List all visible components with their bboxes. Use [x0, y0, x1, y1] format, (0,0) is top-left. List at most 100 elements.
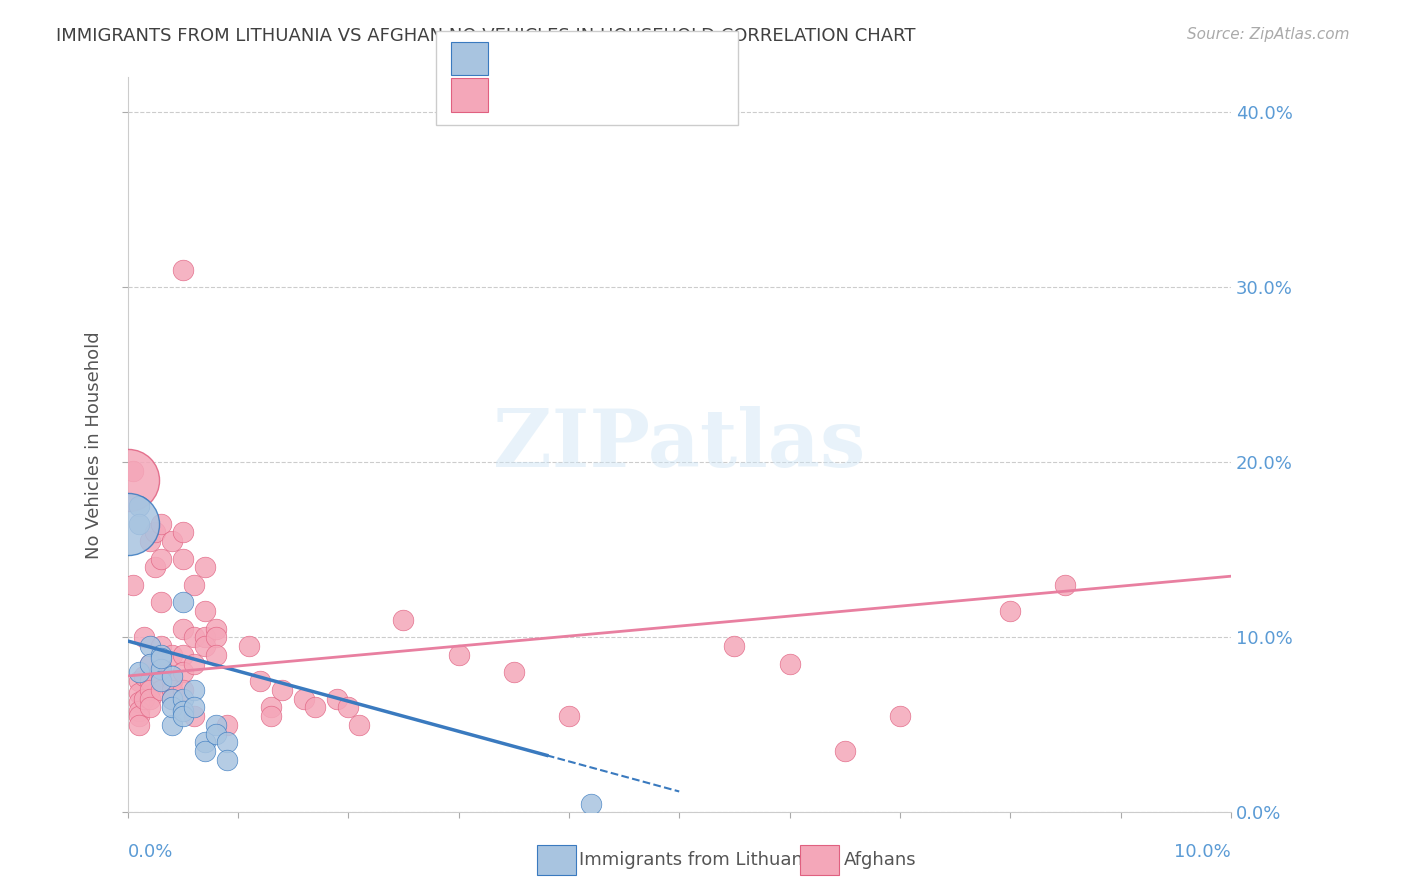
- Point: [183, 683, 205, 698]
- Point: [723, 639, 745, 653]
- Point: [215, 718, 238, 732]
- Point: [138, 639, 160, 653]
- Point: [143, 525, 166, 540]
- Point: [260, 709, 283, 723]
- Point: [172, 704, 194, 718]
- Point: [160, 691, 183, 706]
- Point: [128, 695, 150, 709]
- Point: [998, 604, 1021, 618]
- Text: R =  0.182    N = 70: R = 0.182 N = 70: [494, 87, 693, 104]
- Point: [160, 648, 183, 662]
- Point: [172, 622, 194, 636]
- Point: [205, 648, 228, 662]
- Point: [292, 691, 315, 706]
- Point: [149, 683, 172, 698]
- Point: [194, 744, 217, 758]
- Point: [579, 797, 602, 811]
- Text: Immigrants from Lithuania: Immigrants from Lithuania: [579, 851, 820, 869]
- Point: [160, 700, 183, 714]
- Point: [117, 473, 139, 487]
- Point: [128, 665, 150, 680]
- Point: [502, 665, 524, 680]
- Point: [149, 657, 172, 671]
- Point: [134, 631, 156, 645]
- Y-axis label: No Vehicles in Household: No Vehicles in Household: [86, 331, 103, 558]
- Point: [117, 516, 139, 531]
- Point: [160, 674, 183, 689]
- Point: [138, 534, 160, 549]
- Point: [138, 700, 160, 714]
- Point: [337, 700, 360, 714]
- Point: [834, 744, 856, 758]
- Point: [194, 639, 217, 653]
- Point: [134, 691, 156, 706]
- Text: 10.0%: 10.0%: [1174, 843, 1230, 861]
- Point: [149, 516, 172, 531]
- Point: [194, 631, 217, 645]
- Point: [889, 709, 911, 723]
- Point: [215, 753, 238, 767]
- Point: [172, 551, 194, 566]
- Point: [160, 534, 183, 549]
- Point: [326, 691, 349, 706]
- Point: [392, 613, 415, 627]
- Point: [194, 604, 217, 618]
- Point: [183, 657, 205, 671]
- Text: Source: ZipAtlas.com: Source: ZipAtlas.com: [1187, 27, 1350, 42]
- Point: [447, 648, 470, 662]
- Point: [205, 631, 228, 645]
- Point: [149, 639, 172, 653]
- Point: [149, 595, 172, 609]
- Point: [149, 669, 172, 683]
- Point: [128, 674, 150, 689]
- Text: ZIPatlas: ZIPatlas: [494, 406, 865, 484]
- Point: [172, 525, 194, 540]
- Point: [160, 669, 183, 683]
- Point: [183, 700, 205, 714]
- Point: [134, 669, 156, 683]
- Point: [128, 709, 150, 723]
- Point: [172, 665, 194, 680]
- Point: [558, 709, 581, 723]
- Point: [160, 683, 183, 698]
- Point: [128, 516, 150, 531]
- Point: [215, 735, 238, 749]
- Point: [271, 683, 294, 698]
- Point: [349, 718, 371, 732]
- Point: [238, 639, 260, 653]
- Point: [149, 551, 172, 566]
- Point: [183, 578, 205, 592]
- Point: [172, 595, 194, 609]
- Point: [128, 718, 150, 732]
- Point: [149, 674, 172, 689]
- Point: [260, 700, 283, 714]
- Point: [138, 683, 160, 698]
- Point: [172, 648, 194, 662]
- Text: 0.0%: 0.0%: [128, 843, 173, 861]
- Point: [138, 691, 160, 706]
- Point: [1054, 578, 1077, 592]
- Point: [128, 686, 150, 700]
- Text: R = -0.540    N = 26: R = -0.540 N = 26: [494, 51, 693, 69]
- Point: [205, 718, 228, 732]
- Point: [172, 683, 194, 698]
- Point: [160, 718, 183, 732]
- Point: [122, 578, 145, 592]
- Point: [128, 500, 150, 514]
- Point: [249, 674, 271, 689]
- Point: [149, 662, 172, 676]
- Point: [183, 631, 205, 645]
- Point: [779, 657, 801, 671]
- Text: Afghans: Afghans: [844, 851, 917, 869]
- Point: [194, 735, 217, 749]
- Point: [172, 691, 194, 706]
- Point: [183, 709, 205, 723]
- Point: [138, 657, 160, 671]
- Point: [194, 560, 217, 574]
- Point: [149, 651, 172, 665]
- Point: [138, 657, 160, 671]
- Point: [172, 263, 194, 277]
- Point: [172, 709, 194, 723]
- Point: [138, 674, 160, 689]
- Point: [304, 700, 326, 714]
